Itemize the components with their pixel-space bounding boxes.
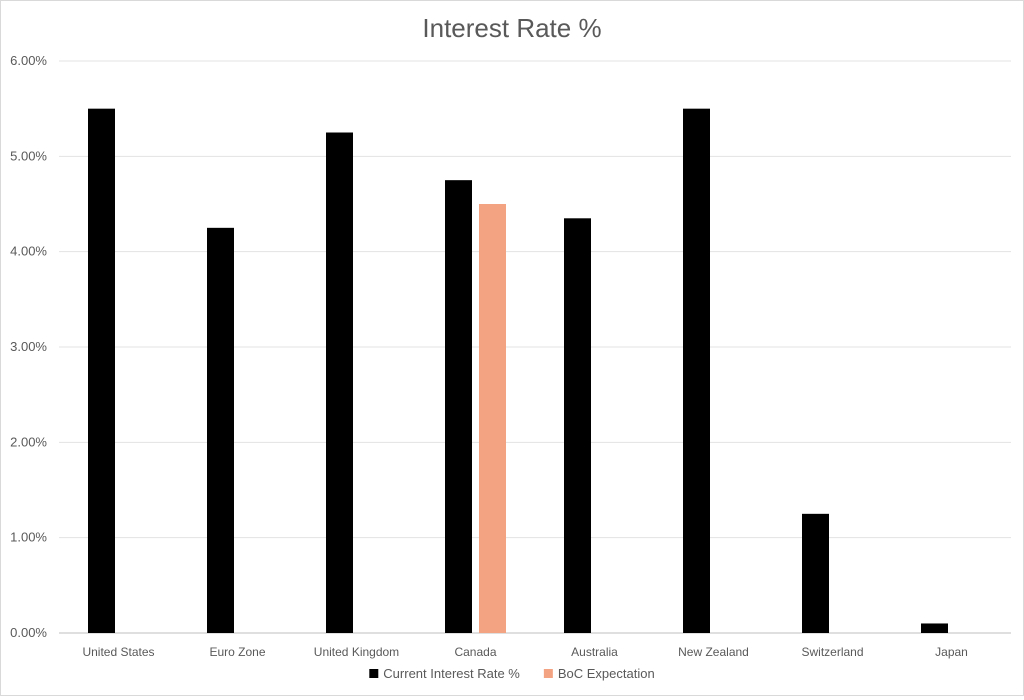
legend: Current Interest Rate % BoC Expectation [369, 666, 655, 681]
bar [88, 108, 115, 633]
legend-swatch [543, 669, 553, 678]
bar [207, 227, 234, 634]
x-tick-label: Japan [935, 645, 968, 659]
x-tick-label: United States [82, 645, 154, 659]
bar [683, 108, 710, 633]
bar [802, 513, 829, 633]
legend-label: Current Interest Rate % [383, 666, 520, 681]
chart-title: Interest Rate % [422, 13, 601, 43]
y-tick-label: 3.00% [10, 339, 47, 354]
bar [921, 623, 948, 633]
x-tick-label: United Kingdom [314, 645, 399, 659]
legend-swatch [369, 669, 379, 678]
x-tick-label: Switzerland [801, 645, 863, 659]
y-tick-label: 5.00% [10, 148, 47, 163]
y-tick-label: 0.00% [10, 625, 47, 640]
bar [445, 180, 472, 633]
y-tick-label: 6.00% [10, 53, 47, 68]
y-tick-label: 1.00% [10, 530, 47, 545]
x-tick-label: Canada [454, 645, 496, 659]
y-tick-label: 2.00% [10, 434, 47, 449]
bar [479, 204, 506, 633]
gridlines [59, 60, 1011, 539]
x-tick-label: Australia [571, 645, 618, 659]
x-tick-label: Euro Zone [209, 645, 265, 659]
x-axis: United States Euro Zone United Kingdom Cana… [82, 645, 967, 659]
bars [88, 108, 948, 634]
y-axis: 0.00% 1.00% 2.00% 3.00% 4.00% 5.00% 6.00% [10, 53, 1011, 640]
y-tick-label: 4.00% [10, 244, 47, 259]
x-tick-label: New Zealand [678, 645, 749, 659]
bar [564, 218, 591, 634]
bar [326, 132, 353, 633]
legend-label: BoC Expectation [558, 666, 655, 681]
